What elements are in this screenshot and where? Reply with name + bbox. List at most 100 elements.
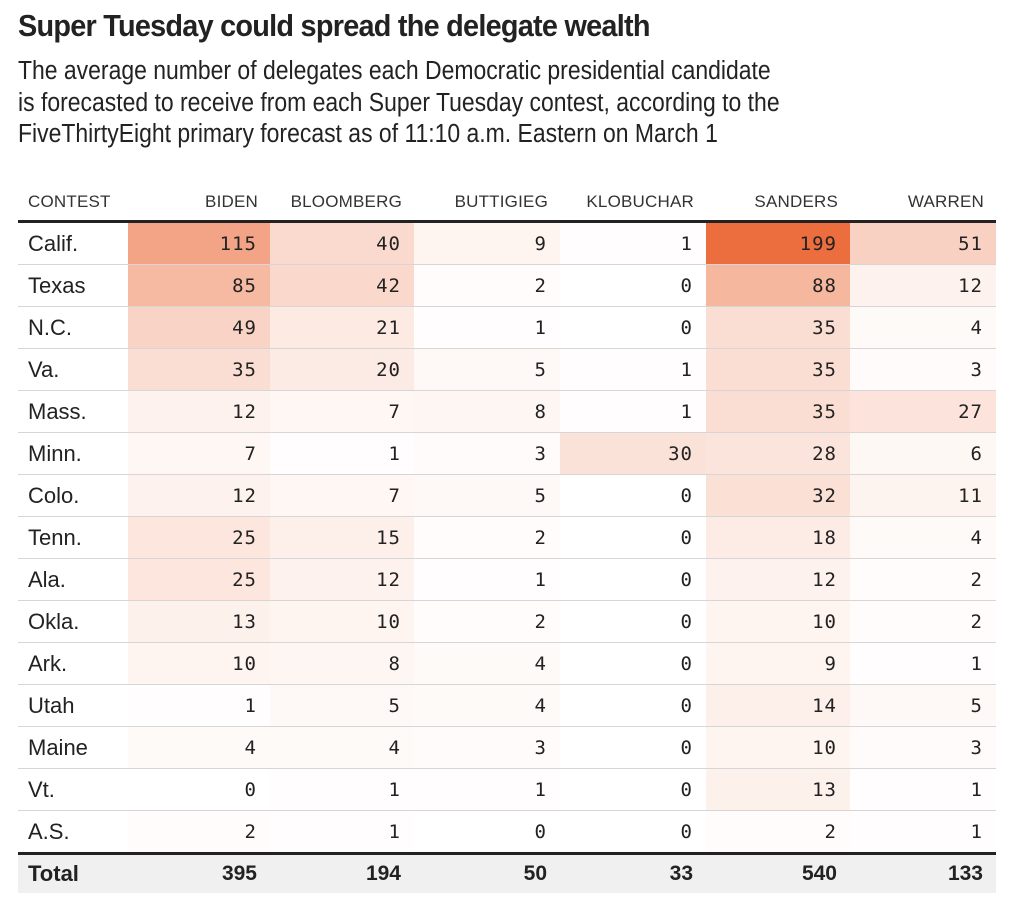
table-row: Maine 4 4 3 0 10 3 xyxy=(18,726,996,769)
cell-buttigieg: 2 xyxy=(414,516,560,559)
cell-warren: 2 xyxy=(850,600,996,643)
total-cell-klobuchar: 33 xyxy=(560,853,706,893)
column-header-warren: WARREN xyxy=(850,183,996,223)
contest-name: Ala. xyxy=(18,558,128,601)
contest-name: Mass. xyxy=(18,390,128,433)
subtitle-line: The average number of delegates each Dem… xyxy=(18,57,771,85)
total-cell-sanders: 540 xyxy=(706,853,850,893)
total-cell-biden: 395 xyxy=(128,853,270,893)
cell-warren: 1 xyxy=(850,810,996,855)
contest-name: Texas xyxy=(18,264,128,307)
table-row: Colo. 12 7 5 0 32 11 xyxy=(18,474,996,517)
cell-biden: 25 xyxy=(128,558,270,601)
cell-buttigieg: 8 xyxy=(414,390,560,433)
cell-klobuchar: 30 xyxy=(560,432,706,475)
cell-buttigieg: 0 xyxy=(414,810,560,855)
cell-klobuchar: 0 xyxy=(560,600,706,643)
contest-name: Maine xyxy=(18,726,128,769)
table-row: Utah 1 5 4 0 14 5 xyxy=(18,684,996,727)
cell-buttigieg: 5 xyxy=(414,348,560,391)
cell-biden: 4 xyxy=(128,726,270,769)
cell-warren: 4 xyxy=(850,516,996,559)
cell-klobuchar: 0 xyxy=(560,726,706,769)
cell-bloomberg: 4 xyxy=(270,726,414,769)
cell-warren: 1 xyxy=(850,768,996,811)
cell-buttigieg: 3 xyxy=(414,726,560,769)
cell-klobuchar: 0 xyxy=(560,810,706,855)
cell-sanders: 13 xyxy=(706,768,850,811)
cell-sanders: 14 xyxy=(706,684,850,727)
cell-biden: 25 xyxy=(128,516,270,559)
cell-biden: 12 xyxy=(128,390,270,433)
cell-sanders: 32 xyxy=(706,474,850,517)
total-cell-bloomberg: 194 xyxy=(270,853,414,893)
table-row: N.C. 49 21 1 0 35 4 xyxy=(18,306,996,349)
cell-klobuchar: 1 xyxy=(560,390,706,433)
cell-klobuchar: 0 xyxy=(560,474,706,517)
subtitle-line: is forecasted to receive from each Super… xyxy=(18,88,780,117)
cell-bloomberg: 8 xyxy=(270,642,414,685)
cell-biden: 13 xyxy=(128,600,270,643)
cell-warren: 11 xyxy=(850,474,996,517)
cell-buttigieg: 4 xyxy=(414,642,560,685)
table-row: Calif. 115 40 9 1 199 51 xyxy=(18,221,996,265)
cell-warren: 3 xyxy=(850,726,996,769)
cell-sanders: 9 xyxy=(706,642,850,685)
contest-name: A.S. xyxy=(18,810,128,855)
cell-bloomberg: 40 xyxy=(270,221,414,265)
cell-biden: 10 xyxy=(128,642,270,685)
cell-warren: 3 xyxy=(850,348,996,391)
cell-biden: 115 xyxy=(128,221,270,265)
cell-biden: 0 xyxy=(128,768,270,811)
contest-name: Minn. xyxy=(18,432,128,475)
cell-bloomberg: 12 xyxy=(270,558,414,601)
cell-sanders: 10 xyxy=(706,726,850,769)
cell-warren: 12 xyxy=(850,264,996,307)
cell-klobuchar: 0 xyxy=(560,558,706,601)
cell-klobuchar: 0 xyxy=(560,264,706,307)
column-header-sanders: SANDERS xyxy=(706,183,850,223)
cell-bloomberg: 7 xyxy=(270,390,414,433)
cell-buttigieg: 1 xyxy=(414,768,560,811)
cell-buttigieg: 4 xyxy=(414,684,560,727)
table-row: Mass. 12 7 8 1 35 27 xyxy=(18,390,996,433)
subtitle-line: FiveThirtyEight primary forecast as of 1… xyxy=(18,120,718,148)
cell-sanders: 88 xyxy=(706,264,850,307)
cell-klobuchar: 1 xyxy=(560,348,706,391)
table-body: Calif. 115 40 9 1 199 51 Texas 85 42 2 0 88 12 N.C. 49 2… xyxy=(18,221,996,855)
cell-biden: 7 xyxy=(128,432,270,475)
table-row: Va. 35 20 5 1 35 3 xyxy=(18,348,996,391)
table-row: Texas 85 42 2 0 88 12 xyxy=(18,264,996,307)
cell-biden: 49 xyxy=(128,306,270,349)
cell-warren: 6 xyxy=(850,432,996,475)
contest-name: Ark. xyxy=(18,642,128,685)
cell-buttigieg: 1 xyxy=(414,558,560,601)
cell-sanders: 35 xyxy=(706,348,850,391)
total-cell-warren: 133 xyxy=(850,853,996,893)
cell-sanders: 199 xyxy=(706,221,850,265)
cell-buttigieg: 5 xyxy=(414,474,560,517)
cell-sanders: 35 xyxy=(706,390,850,433)
table-row: Ala. 25 12 1 0 12 2 xyxy=(18,558,996,601)
cell-warren: 1 xyxy=(850,642,996,685)
chart-title: Super Tuesday could spread the delegate … xyxy=(18,8,650,43)
column-header-buttigieg: BUTTIGIEG xyxy=(414,183,560,223)
cell-bloomberg: 42 xyxy=(270,264,414,307)
cell-warren: 27 xyxy=(850,390,996,433)
contest-name: Va. xyxy=(18,348,128,391)
cell-sanders: 10 xyxy=(706,600,850,643)
column-header-contest: CONTEST xyxy=(18,183,128,223)
column-header-biden: BIDEN xyxy=(128,183,270,223)
contest-name: Calif. xyxy=(18,221,128,265)
cell-bloomberg: 21 xyxy=(270,306,414,349)
cell-warren: 5 xyxy=(850,684,996,727)
contest-name: Tenn. xyxy=(18,516,128,559)
table-row: Okla. 13 10 2 0 10 2 xyxy=(18,600,996,643)
table-row: Minn. 7 1 3 30 28 6 xyxy=(18,432,996,475)
contest-name: Okla. xyxy=(18,600,128,643)
cell-buttigieg: 2 xyxy=(414,600,560,643)
chart-subtitle: The average number of delegates each Dem… xyxy=(18,56,972,151)
contest-name: N.C. xyxy=(18,306,128,349)
cell-sanders: 12 xyxy=(706,558,850,601)
total-label: Total xyxy=(18,853,128,893)
